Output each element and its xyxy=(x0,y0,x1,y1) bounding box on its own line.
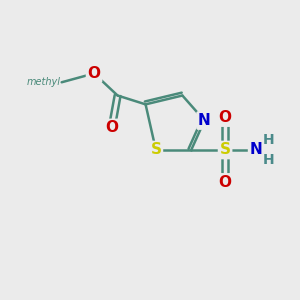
Text: O: O xyxy=(105,120,118,135)
Text: O: O xyxy=(219,175,232,190)
Text: N: N xyxy=(250,142,262,158)
Text: O: O xyxy=(219,110,232,125)
Text: S: S xyxy=(150,142,161,158)
Text: N: N xyxy=(198,113,211,128)
Text: H: H xyxy=(262,153,274,167)
Text: S: S xyxy=(220,142,231,158)
Text: H: H xyxy=(262,133,274,147)
Text: methyl: methyl xyxy=(26,77,60,87)
Text: O: O xyxy=(88,66,100,81)
